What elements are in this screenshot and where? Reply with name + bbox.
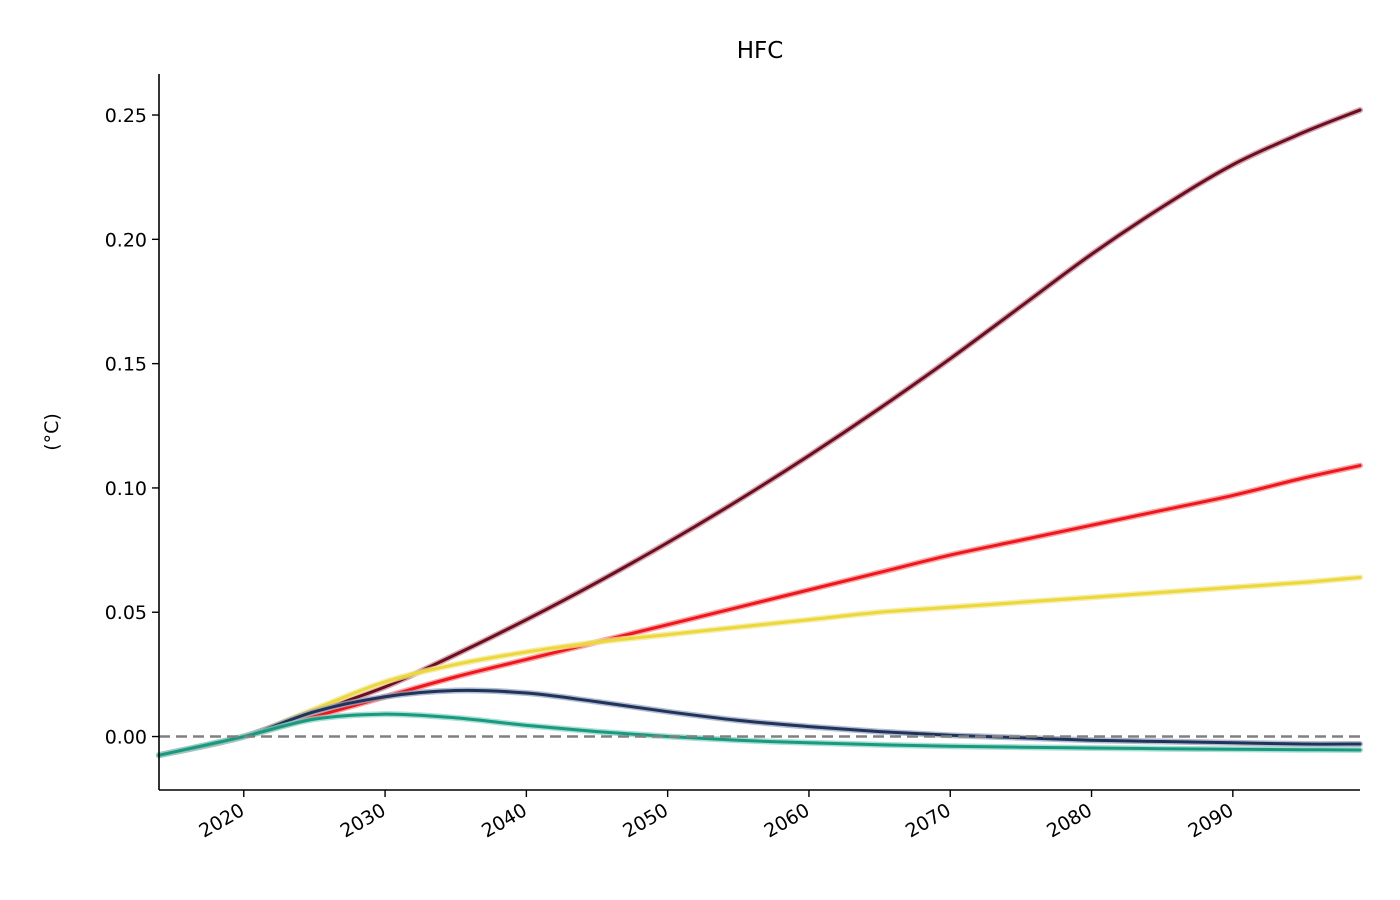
chart-title: HFC [737,38,784,64]
y-axis-label: (°C) [41,413,63,451]
series-band-2 [156,462,1363,759]
series-line-5 [157,712,1362,757]
x-tick-label: 2040 [478,799,531,842]
x-tick-label: 2090 [1184,799,1237,842]
x-tick-label: 2020 [195,799,248,842]
series-layer [156,107,1363,759]
series-band-1 [156,107,1363,759]
series-line-3 [157,575,1362,757]
y-tick-label: 0.10 [105,478,147,500]
y-tick-label: 0.20 [105,229,147,251]
axes-layer: 0.00 0.05 0.10 0.15 0.20 0.25 2020 2030 2040 2050… [105,74,1360,843]
series-line-4 [157,688,1362,757]
y-tick-label: 0.15 [105,354,147,376]
x-tick-label: 2050 [619,799,672,842]
y-tick-label: 0.00 [105,727,147,749]
x-tick-label: 2070 [902,799,955,842]
series-line-1 [157,108,1362,757]
x-tick-label: 2080 [1043,799,1096,842]
x-tick-label: 2030 [337,799,390,842]
y-tick-label: 0.05 [105,602,147,624]
x-tick-label: 2060 [761,799,814,842]
y-tick-label: 0.25 [105,105,147,127]
